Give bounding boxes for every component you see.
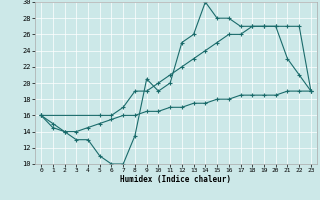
X-axis label: Humidex (Indice chaleur): Humidex (Indice chaleur) [121,175,231,184]
